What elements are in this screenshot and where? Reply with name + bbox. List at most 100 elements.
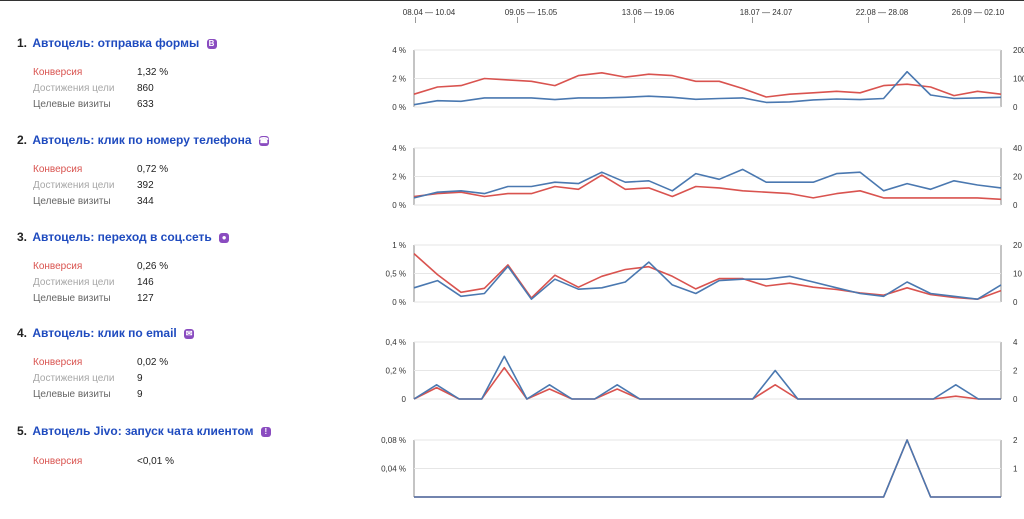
goal-name-link[interactable]: Автоцель: переход в соц.сеть — [32, 230, 212, 244]
metric-value: 344 — [137, 196, 154, 207]
left-tick-label: 0,08 % — [381, 436, 406, 445]
right-tick-label: 0 — [1013, 298, 1018, 307]
conversion-line — [413, 174, 1002, 201]
left-tick-label: 0 % — [392, 103, 406, 112]
right-tick-label: 2 — [1013, 436, 1018, 445]
metric-label: Целевые визиты — [33, 389, 111, 400]
metric-label: Достижения цели — [33, 83, 115, 94]
metric-value: 9 — [137, 373, 143, 384]
metric-goal-reaches: Достижения цели 9 — [33, 372, 143, 386]
goal-number: 5. — [17, 424, 28, 438]
right-tick-label: 1 — [1013, 465, 1018, 474]
goal-reaches-line — [413, 70, 1002, 106]
left-tick-label: 0,04 % — [381, 465, 406, 474]
goal-title: 5. Автоцель Jivo: запуск чата клиентом ! — [17, 424, 271, 438]
metric-label: Достижения цели — [33, 277, 115, 288]
metric-conversion: Конверсия 0,72 % — [33, 163, 168, 177]
period-timeline: 08.04 — 10.04 09.05 — 15.05 13.06 — 19.06 1… — [0, 0, 1024, 23]
right-tick-label: 0 — [1013, 395, 1018, 404]
left-tick-label: 4 % — [392, 46, 406, 55]
goal-name-link[interactable]: Автоцель Jivo: запуск чата клиентом — [32, 424, 254, 438]
alert-icon: ! — [260, 427, 271, 437]
metric-label: Достижения цели — [33, 180, 115, 191]
metric-value: 127 — [137, 293, 154, 304]
metric-label: Целевые визиты — [33, 293, 111, 304]
metric-value: 1,32 % — [137, 67, 169, 78]
metric-label: Достижения цели — [33, 373, 115, 384]
left-tick-label: 4 % — [392, 144, 406, 153]
top-border — [0, 0, 1024, 1]
period-tick — [634, 17, 635, 23]
form-icon: B — [206, 39, 217, 49]
metric-conversion: Конверсия <0,01 % — [33, 455, 174, 469]
metric-conversion: Конверсия 0,02 % — [33, 356, 168, 370]
mail-icon: ✉ — [184, 329, 195, 339]
metric-value: 633 — [137, 99, 154, 110]
metric-goal-reaches: Достижения цели 146 — [33, 276, 154, 290]
goal-card-2: 2. Автоцель: клик по номеру телефона ☎ К… — [0, 133, 390, 228]
metric-target-visits: Целевые визиты 344 — [33, 195, 154, 209]
period-label: 09.05 — 15.05 — [504, 8, 558, 17]
goal-card-4: 4. Автоцель: клик по email ✉ Конверсия 0,… — [0, 326, 390, 421]
conversion-chart-3: 1 % 20 0,5 % 10 0 % 0 — [386, 241, 1023, 307]
right-tick-label: 20 — [1013, 173, 1022, 182]
right-tick-label: 4 — [1013, 338, 1018, 347]
goal-name-link[interactable]: Автоцель: клик по номеру телефона — [32, 133, 252, 147]
metric-target-visits: Целевые визиты 633 — [33, 98, 154, 112]
metric-conversion: Конверсия 0,26 % — [33, 260, 168, 274]
period-label: 26.09 — 02.10 — [951, 8, 1005, 17]
metric-goal-reaches: Достижения цели 860 — [33, 82, 154, 96]
metric-label: Конверсия — [33, 261, 83, 272]
goal-title: 1. Автоцель: отправка формы B — [17, 36, 217, 50]
goal-reaches-line — [413, 355, 1001, 400]
right-tick-label: 0 — [1013, 103, 1018, 112]
metric-value: 146 — [137, 277, 154, 288]
metric-value: 0,72 % — [137, 164, 169, 175]
left-tick-label: 0,5 % — [386, 270, 406, 279]
left-tick-label: 2 % — [392, 173, 406, 182]
metric-target-visits: Целевые визиты 9 — [33, 388, 143, 402]
metric-value: 0,26 % — [137, 261, 169, 272]
person-icon: ● — [219, 233, 230, 243]
goal-reaches-line — [413, 261, 1002, 300]
left-tick-label: 1 % — [392, 241, 406, 250]
metric-value: 9 — [137, 389, 143, 400]
left-tick-label: 0,2 % — [386, 367, 406, 376]
left-tick-label: 2 % — [392, 75, 406, 84]
metric-label: Конверсия — [33, 357, 83, 368]
left-tick-label: 0,4 % — [386, 338, 406, 347]
conversion-chart-5: 0,08 % 2 0,04 % 1 — [381, 436, 1018, 498]
right-tick-label: 40 — [1013, 144, 1022, 153]
metric-value: <0,01 % — [137, 456, 174, 467]
goal-number: 3. — [17, 230, 28, 244]
conversion-chart-4: 0,4 % 4 0,2 % 2 0 0 — [386, 338, 1018, 404]
goal-name-link[interactable]: Автоцель: клик по email — [32, 326, 177, 340]
period-tick — [415, 17, 416, 23]
metric-label: Конверсия — [33, 456, 83, 467]
goal-card-3: 3. Автоцель: переход в соц.сеть ● Конвер… — [0, 230, 390, 325]
goal-card-1: 1. Автоцель: отправка формы B Конверсия 1… — [0, 36, 390, 131]
metric-label: Конверсия — [33, 67, 83, 78]
metric-target-visits: Целевые визиты 127 — [33, 292, 154, 306]
metric-label: Целевые визиты — [33, 196, 111, 207]
goal-number: 2. — [17, 133, 28, 147]
conversion-line — [413, 366, 1001, 400]
period-label: 08.04 — 10.04 — [402, 8, 456, 17]
period-tick — [517, 17, 518, 23]
conversion-line — [413, 71, 1002, 98]
metric-value: 860 — [137, 83, 154, 94]
goal-name-link[interactable]: Автоцель: отправка формы — [32, 36, 200, 50]
goal-title: 2. Автоцель: клик по номеру телефона ☎ — [17, 133, 269, 147]
period-label: 22.08 — 28.08 — [855, 8, 909, 17]
left-tick-label: 0 — [402, 395, 407, 404]
metric-label: Целевые визиты — [33, 99, 111, 110]
goal-title: 4. Автоцель: клик по email ✉ — [17, 326, 195, 340]
metric-label: Конверсия — [33, 164, 83, 175]
metric-value: 392 — [137, 180, 154, 191]
metric-goal-reaches: Достижения цели 392 — [33, 179, 154, 193]
period-label: 13.06 — 19.06 — [621, 8, 675, 17]
metric-value: 0,02 % — [137, 357, 169, 368]
period-tick — [964, 17, 965, 23]
right-tick-label: 200 — [1013, 46, 1024, 55]
left-tick-label: 0 % — [392, 201, 406, 210]
